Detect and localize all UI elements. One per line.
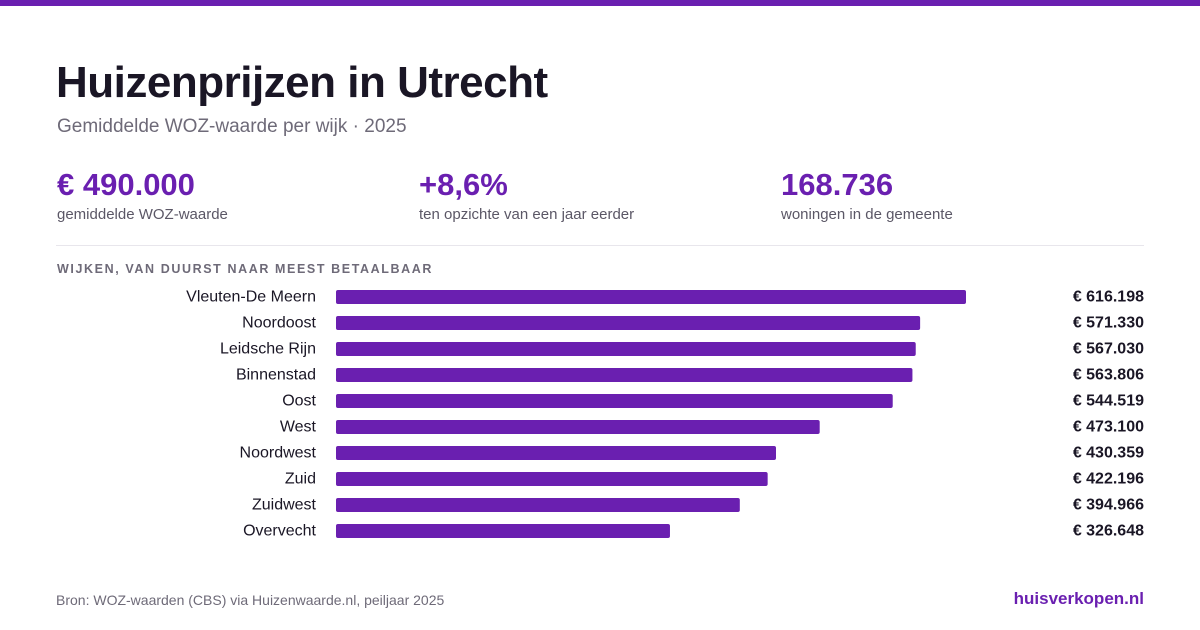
bar-value-label: € 616.198 xyxy=(1073,289,1144,306)
bar-category-label: Oost xyxy=(282,393,316,410)
brand-link[interactable]: huisverkopen.nl xyxy=(1013,589,1144,608)
bar xyxy=(336,472,768,486)
bar-value-label: € 567.030 xyxy=(1073,341,1144,358)
bar xyxy=(336,394,893,408)
bar-value-label: € 563.806 xyxy=(1073,367,1144,384)
bar-category-label: Binnenstad xyxy=(236,367,316,384)
bar-value-label: € 473.100 xyxy=(1073,419,1144,436)
bar xyxy=(336,498,740,512)
bar xyxy=(336,420,820,434)
bar xyxy=(336,368,913,382)
bar-value-label: € 394.966 xyxy=(1073,497,1144,514)
stat-value: € 490.000 xyxy=(57,167,195,202)
stat-yearly-change: +8,6% ten opzichte van een jaar eerder xyxy=(419,166,634,223)
bar xyxy=(336,342,916,356)
bar-category-label: Noordwest xyxy=(240,445,317,462)
bar-category-label: Leidsche Rijn xyxy=(220,341,316,358)
bar-category-label: West xyxy=(280,419,317,436)
bar-value-label: € 544.519 xyxy=(1073,393,1144,410)
page-title: Huizenprijzen in Utrecht xyxy=(56,58,548,107)
bar-category-label: Zuid xyxy=(285,471,316,488)
section-divider xyxy=(56,245,1144,246)
bar-value-label: € 326.648 xyxy=(1073,523,1144,540)
bar-category-label: Overvecht xyxy=(243,523,316,540)
stat-value: 168.736 xyxy=(781,167,894,202)
bar-value-label: € 422.196 xyxy=(1073,471,1144,488)
source-note: Bron: WOZ-waarden (CBS) via Huizenwaarde… xyxy=(56,592,445,608)
chart-section-label: WIJKEN, VAN DUURST NAAR MEEST BETAALBAAR xyxy=(57,262,434,276)
bar xyxy=(336,524,670,538)
bar-category-label: Noordoost xyxy=(242,315,316,332)
bar xyxy=(336,316,921,330)
bar xyxy=(336,446,776,460)
stat-housing-count: 168.736 woningen in de gemeente xyxy=(781,166,953,223)
bar-category-label: Zuidwest xyxy=(252,497,317,514)
stat-value: +8,6% xyxy=(419,167,508,202)
stat-average-woz: € 490.000 gemiddelde WOZ-waarde xyxy=(57,166,228,223)
bar-value-label: € 430.359 xyxy=(1073,445,1144,462)
page-subtitle: Gemiddelde WOZ-waarde per wijk · 2025 xyxy=(57,116,407,137)
bar xyxy=(336,290,966,304)
stat-label: woningen in de gemeente xyxy=(781,206,953,223)
top-accent-bar xyxy=(0,0,1200,6)
bar-category-label: Vleuten-De Meern xyxy=(186,289,316,306)
stat-label: ten opzichte van een jaar eerder xyxy=(419,206,635,223)
stat-label: gemiddelde WOZ-waarde xyxy=(57,206,228,223)
bar-value-label: € 571.330 xyxy=(1073,315,1144,332)
